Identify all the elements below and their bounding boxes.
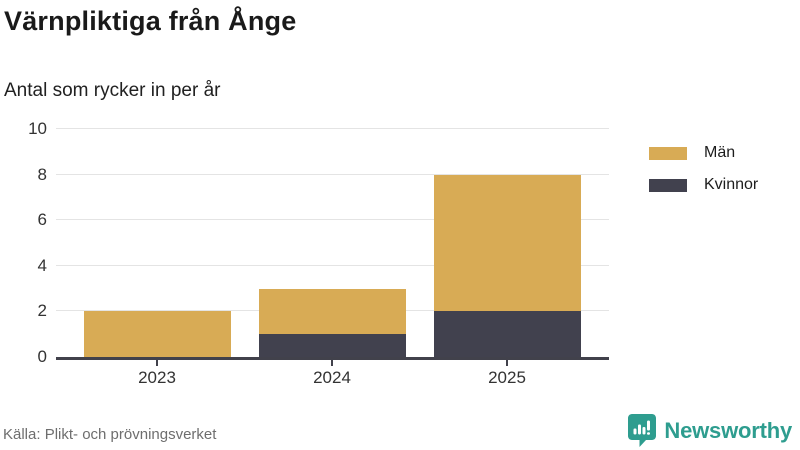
bar-2023-män <box>83 311 231 357</box>
bar-2025-män <box>433 174 581 312</box>
legend-label-women: Kvinnor <box>704 176 759 193</box>
newsworthy-wordmark: Newsworthy <box>664 417 792 443</box>
gridline-8 <box>56 173 609 175</box>
x-axis-label-2024: 2024 <box>313 368 351 387</box>
bar-2024-män <box>258 288 406 335</box>
legend-item-women: Kvinnor <box>649 176 758 194</box>
gridline-4 <box>56 264 609 266</box>
y-axis-label-8: 8 <box>37 164 47 184</box>
y-axis-label-6: 6 <box>37 210 47 230</box>
y-axis-label-2: 2 <box>37 301 47 321</box>
bar-2025-kvinnor <box>433 311 581 357</box>
y-axis-label-0: 0 <box>37 347 47 366</box>
x-axis-label-2023: 2023 <box>138 368 176 387</box>
page-title: Värnpliktiga från Ånge <box>4 6 297 36</box>
newsworthy-logo[interactable]: Newsworthy <box>628 414 792 447</box>
x-axis-tick-2025 <box>506 360 508 366</box>
legend: Män Kvinnor <box>649 144 758 208</box>
legend-swatch-women <box>649 178 687 192</box>
gridline-6 <box>56 219 609 221</box>
x-axis-tick-2023 <box>156 360 158 366</box>
plot-area: 0 2 4 6 8 10 2023 2024 2025 <box>28 120 609 387</box>
x-axis-tick-2024 <box>331 360 333 366</box>
chart-subtitle: Antal som rycker in per år <box>4 80 221 101</box>
legend-swatch-men <box>649 146 687 160</box>
newsworthy-bubble-icon <box>628 414 657 447</box>
y-axis-label-10: 10 <box>28 119 47 138</box>
legend-item-men: Män <box>649 144 758 162</box>
source-note: Källa: Plikt- och prövningsverket <box>3 426 217 443</box>
gridline-10 <box>56 128 609 129</box>
legend-label-men: Män <box>704 144 736 161</box>
y-axis-label-4: 4 <box>37 255 47 275</box>
x-axis-label-2025: 2025 <box>488 368 526 387</box>
bar-2024-kvinnor <box>258 334 406 357</box>
